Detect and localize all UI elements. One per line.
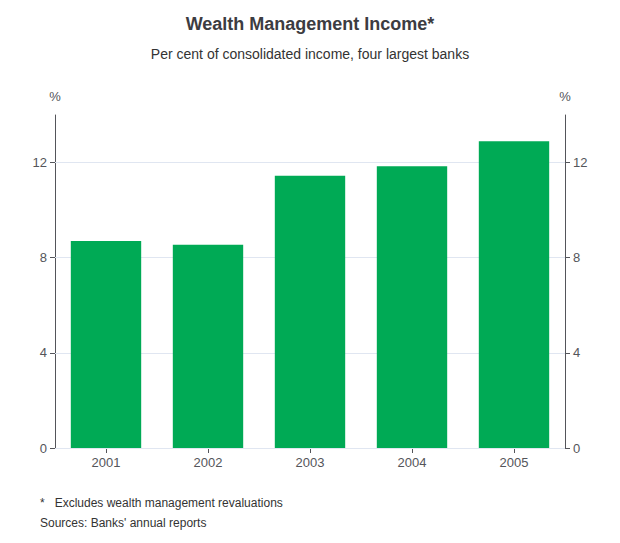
svg-text:2004: 2004 — [398, 455, 427, 470]
svg-text:* Excludes wealth management: * Excludes wealth management revaluation… — [40, 496, 283, 510]
svg-text:0: 0 — [573, 441, 580, 456]
svg-text:2003: 2003 — [296, 455, 325, 470]
svg-text:2001: 2001 — [92, 455, 121, 470]
svg-text:8: 8 — [40, 250, 47, 265]
svg-text:4: 4 — [573, 345, 580, 360]
svg-text:%: % — [559, 89, 571, 104]
svg-text:4: 4 — [40, 345, 47, 360]
svg-text:%: % — [49, 89, 61, 104]
svg-text:8: 8 — [573, 250, 580, 265]
svg-text:Per cent of consolidated incom: Per cent of consolidated income, four la… — [151, 46, 469, 62]
svg-text:12: 12 — [573, 155, 587, 170]
svg-text:12: 12 — [33, 155, 47, 170]
svg-text:Sources: Banks' annual reports: Sources: Banks' annual reports — [40, 516, 206, 530]
svg-text:2005: 2005 — [500, 455, 529, 470]
svg-text:0: 0 — [40, 441, 47, 456]
svg-text:Wealth Management Income*: Wealth Management Income* — [186, 14, 435, 34]
svg-text:2002: 2002 — [194, 455, 223, 470]
